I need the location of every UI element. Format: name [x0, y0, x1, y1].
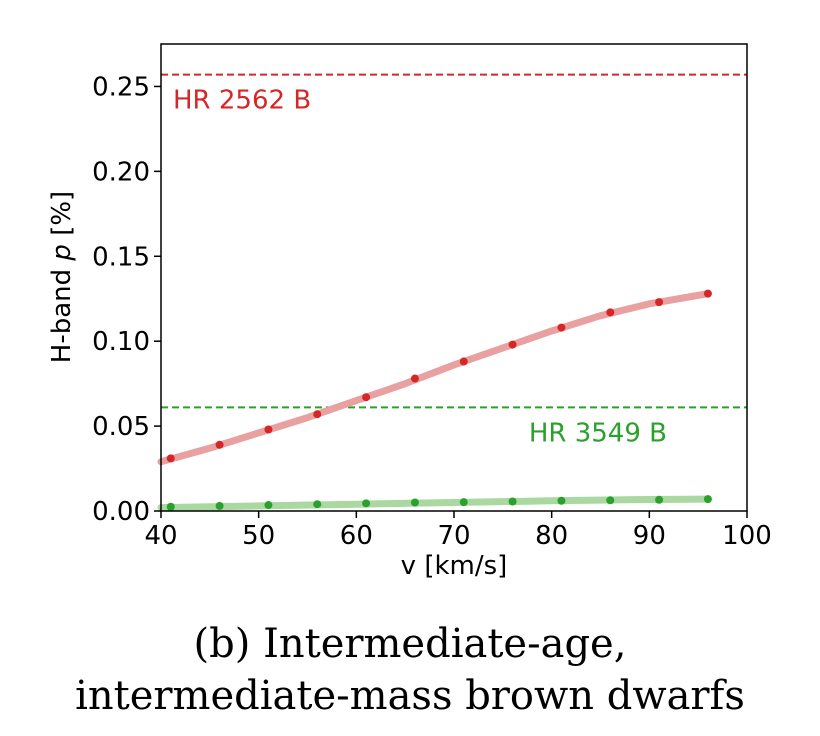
series-1-point	[313, 410, 322, 419]
series-1-point	[655, 298, 664, 307]
series-2-point	[410, 498, 419, 507]
series-2-point	[264, 501, 273, 510]
y-axis-label: H-band p [%]	[47, 191, 77, 363]
series-1-point	[459, 357, 468, 366]
series-1-point	[410, 374, 419, 383]
series-2-point	[313, 500, 322, 509]
series-1-point	[166, 454, 175, 463]
series-2-point	[459, 498, 468, 507]
y-axis-label-italic: p	[47, 244, 77, 262]
reference-label-1: HR 2562 B	[173, 86, 311, 116]
x-tick-label: 60	[340, 521, 373, 551]
x-tick-label: 40	[144, 521, 177, 551]
series-2-point	[215, 501, 224, 510]
series-1-point	[215, 440, 224, 449]
figure-caption: (b) Intermediate-age, intermediate-mass …	[0, 618, 820, 722]
series-1-point	[606, 308, 615, 317]
y-tick-label: 0.00	[92, 497, 150, 527]
series-2-point	[703, 495, 712, 504]
y-tick-label: 0.10	[92, 327, 150, 357]
x-tick-label: 80	[535, 521, 568, 551]
x-tick-label: 70	[437, 521, 470, 551]
series-1-point	[362, 393, 371, 402]
y-tick-label: 0.05	[92, 412, 150, 442]
series-1-point	[508, 340, 517, 349]
reference-label-2: HR 3549 B	[529, 418, 667, 448]
ticks: 40 50 60 70 80 90 100 0.00 0.05 0.10 0.15 0.20 0.25	[92, 72, 772, 551]
series-1-point	[557, 323, 566, 332]
x-tick-label: 100	[722, 521, 772, 551]
x-axis-label: v [km/s]	[401, 551, 508, 581]
chart: HR 2562 B HR 3549 B 40 50 60 70 80 90 100 0.00 0.…	[47, 43, 772, 581]
y-tick-label: 0.15	[92, 242, 150, 272]
x-tick-label: 50	[242, 521, 275, 551]
series-1-point	[703, 289, 712, 298]
series-2-curve	[157, 495, 712, 512]
series-1-point	[264, 425, 273, 434]
series-2-point	[508, 497, 517, 506]
y-tick-label: 0.25	[92, 72, 150, 102]
series-2-point	[362, 499, 371, 508]
series-2-point	[557, 496, 566, 505]
x-tick-label: 90	[633, 521, 666, 551]
series-2-point	[655, 495, 664, 504]
y-axis-label-prefix: H-band	[47, 261, 77, 364]
caption-line-1: (b) Intermediate-age,	[193, 621, 627, 667]
y-tick-label: 0.20	[92, 157, 150, 187]
series-2-point	[606, 496, 615, 505]
y-axis-label-suffix: [%]	[47, 191, 77, 244]
plot-area: HR 2562 B HR 3549 B	[157, 73, 747, 512]
caption-line-2: intermediate-mass brown dwarfs	[75, 673, 745, 719]
series-2-point	[166, 502, 175, 511]
